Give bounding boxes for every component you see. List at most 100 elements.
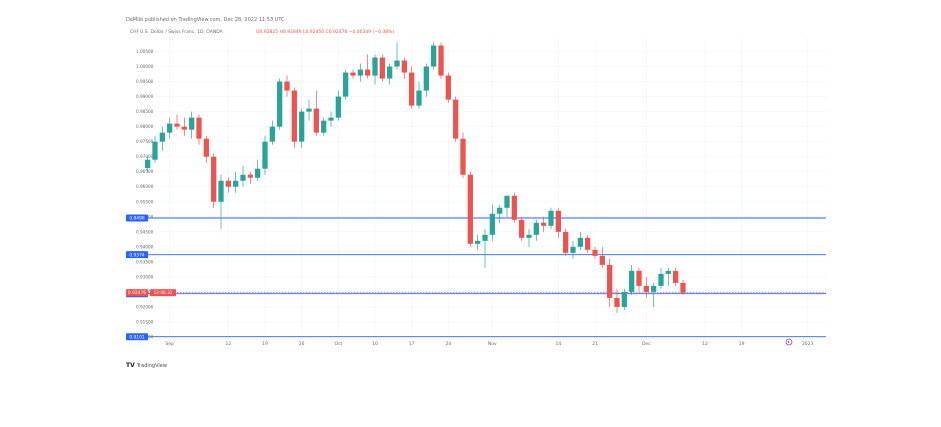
candle-bullish [240, 165, 246, 187]
y-tick-label: 0.94000 [136, 244, 154, 249]
candle-body [621, 291, 627, 307]
candle-body [511, 195, 517, 220]
candle-bearish [445, 72, 451, 103]
candle-body [607, 264, 613, 298]
candle-body [416, 90, 422, 106]
candle-bullish [372, 54, 378, 85]
candle-bullish [475, 234, 481, 250]
y-tick-label: 0.92000 [136, 304, 154, 309]
x-axis-ticks: Sep 12 19 26 Oct 10 17 24 Nov 14 21 Dec 12 19 2023 [165, 341, 813, 347]
candle-body [423, 66, 429, 91]
candle-bullish [306, 99, 312, 121]
candle-bearish [453, 96, 459, 142]
candle-bullish [570, 240, 576, 259]
candle-bullish [658, 267, 664, 289]
candle-bearish [174, 114, 180, 130]
candle-bullish [357, 63, 363, 82]
countdown-badge [150, 289, 176, 297]
candle-body [181, 126, 187, 130]
y-tick-label: 0.98000 [136, 124, 154, 129]
candle-body [299, 111, 305, 142]
candles [145, 42, 686, 313]
candle-body [599, 255, 605, 265]
x-tick-label: Nov [488, 341, 497, 346]
candle-bullish [504, 195, 510, 217]
candle-body [409, 72, 415, 106]
currency-label: CHF [130, 29, 140, 35]
y-tick-label: 0.99500 [136, 79, 154, 84]
candle-body [152, 141, 158, 160]
candle-bullish [416, 81, 422, 109]
candle-body [321, 120, 327, 133]
candle-bullish [343, 69, 349, 100]
x-tick-label: 17 [409, 341, 415, 346]
candle-bearish [511, 192, 517, 223]
candle-bearish [599, 246, 605, 268]
candle-body [394, 60, 400, 67]
candle-bullish [482, 228, 488, 268]
hline-price-label: 0.9496 [129, 216, 145, 222]
y-tick-label: 0.95500 [136, 199, 154, 204]
candle-body [218, 180, 224, 202]
candle-body [189, 117, 195, 130]
x-tick-label: 12 [225, 341, 231, 346]
candle-body [401, 60, 407, 73]
candle-bearish [614, 288, 620, 313]
candle-body [438, 45, 444, 76]
candle-body [291, 90, 297, 142]
hline-price-badge [126, 251, 148, 259]
publisher-caption: DeMilo published on TradingView.com, Dec… [126, 17, 285, 23]
x-tick-label: 19 [262, 341, 268, 346]
candle-body [555, 210, 561, 232]
candle-bearish [291, 87, 297, 148]
y-tick-label: 0.96000 [136, 184, 154, 189]
candle-bullish [218, 174, 224, 229]
candle-body [585, 237, 591, 250]
candle-bullish [629, 264, 635, 295]
candle-bullish [651, 282, 657, 307]
candle-bearish [350, 69, 356, 79]
candle-bearish [541, 216, 547, 232]
candle-bullish [255, 159, 261, 181]
candle-body [174, 123, 180, 127]
price-chart[interactable]: 1.00500 1.00000 0.99500 0.99000 0.98500 0.980… [126, 24, 826, 347]
candle-bearish [313, 90, 319, 136]
last-price-label: 0.92476 [128, 290, 146, 296]
candle-body [233, 180, 239, 187]
candle-body [489, 213, 495, 235]
candle-bullish [497, 204, 503, 223]
candle-body [651, 285, 657, 292]
chart-canvas[interactable]: 1.00500 1.00000 0.99500 0.99000 0.98500 0.980… [126, 24, 826, 347]
x-tick-label: 14 [555, 341, 561, 346]
candle-body [145, 159, 151, 169]
y-tick-label: 1.00500 [136, 49, 154, 54]
candle-body [614, 297, 620, 307]
candle-bullish [548, 207, 554, 229]
goto-realtime-icon[interactable] [785, 338, 793, 346]
candle-body [504, 195, 510, 208]
candle-bearish [460, 132, 466, 178]
candle-bullish [269, 120, 275, 145]
candle-body [592, 249, 598, 256]
candle-bearish [519, 216, 525, 241]
candle-body [467, 174, 473, 244]
candle-body [372, 57, 378, 76]
y-tick-label: 1.00000 [136, 64, 154, 69]
horizontal-lines [126, 217, 826, 338]
y-tick-label: 0.97500 [136, 139, 154, 144]
x-tick-label: 10 [372, 341, 378, 346]
candle-bullish [665, 267, 671, 286]
candle-body [167, 123, 173, 133]
candle-body [643, 285, 649, 292]
candle-body [541, 222, 547, 226]
candle-bullish [621, 288, 627, 310]
hline-price-label: 0.9374 [129, 252, 145, 258]
candle-bearish [211, 153, 217, 208]
candle-body [629, 270, 635, 292]
candle-bullish [526, 228, 532, 247]
candle-body [482, 234, 488, 241]
candle-body [262, 141, 268, 169]
candle-bullish [277, 78, 283, 130]
candle-bearish [181, 117, 187, 136]
